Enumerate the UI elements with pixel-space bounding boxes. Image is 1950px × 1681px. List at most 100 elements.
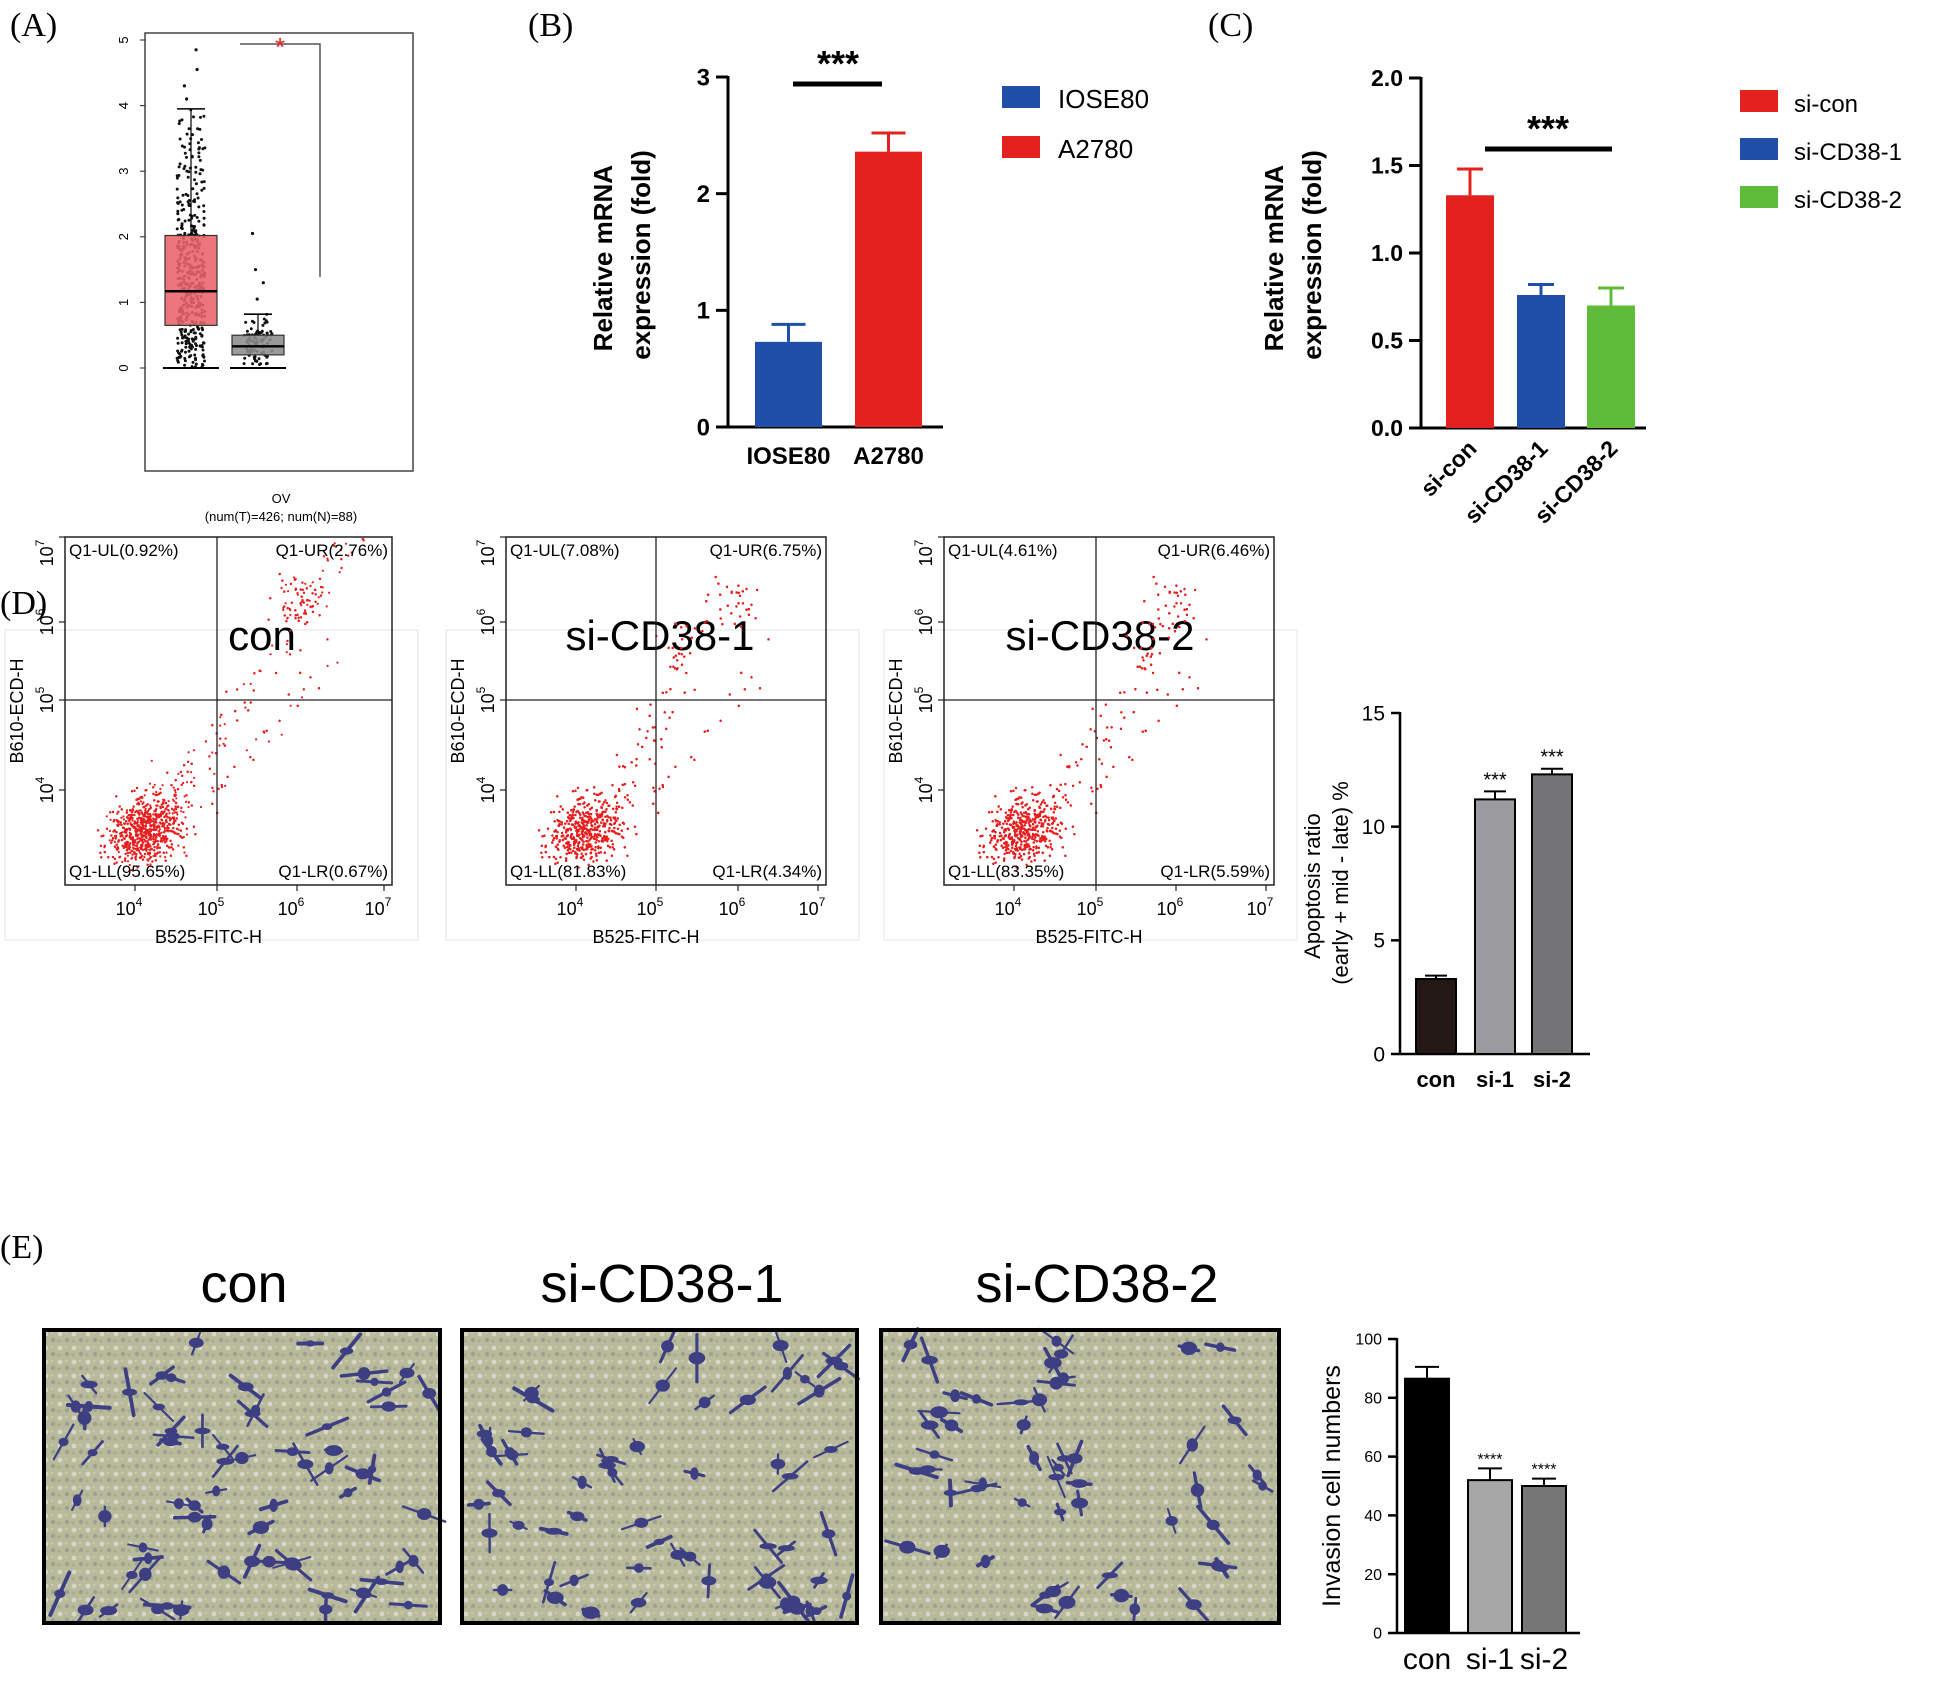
event-dot — [297, 619, 300, 623]
event-dot — [149, 863, 152, 866]
event-dot — [128, 828, 132, 831]
data-point — [258, 363, 261, 366]
event-dot — [153, 846, 156, 849]
data-point — [193, 356, 197, 360]
event-dot — [175, 801, 178, 804]
event-dot — [126, 851, 130, 855]
event-dot — [141, 858, 145, 861]
event-dot — [187, 751, 190, 754]
data-point — [200, 334, 204, 338]
event-dot — [172, 826, 175, 830]
data-point — [176, 341, 180, 345]
data-point — [197, 219, 201, 223]
data-point — [187, 332, 191, 336]
event-dot — [136, 842, 139, 845]
event-dot — [180, 806, 183, 810]
event-dot — [152, 823, 156, 826]
data-point — [184, 342, 188, 346]
event-dot — [249, 682, 252, 686]
data-point — [177, 165, 181, 169]
event-dot — [160, 819, 164, 822]
event-dot — [155, 818, 158, 821]
event-dot — [108, 829, 111, 833]
event-dot — [171, 798, 175, 801]
event-dot — [194, 833, 197, 836]
event-dot — [120, 816, 123, 819]
event-dot — [153, 841, 156, 844]
bar-si-cd38-2 — [1587, 305, 1635, 428]
event-dot — [124, 857, 127, 860]
event-dot — [148, 821, 151, 824]
data-point — [175, 176, 179, 180]
event-dot — [319, 594, 323, 597]
event-dot — [121, 844, 124, 847]
event-dot — [302, 601, 305, 604]
data-point — [202, 186, 206, 190]
data-point — [265, 355, 269, 359]
data-point — [187, 355, 191, 359]
event-dot — [289, 629, 292, 632]
data-point — [185, 132, 189, 136]
event-dot — [253, 672, 256, 675]
data-point — [201, 168, 205, 172]
event-dot — [213, 772, 216, 776]
event-dot — [184, 816, 187, 819]
event-dot — [224, 737, 227, 740]
data-point — [264, 319, 268, 323]
event-dot — [142, 817, 145, 820]
data-point — [191, 360, 195, 364]
data-point — [192, 331, 196, 335]
event-dot — [174, 832, 177, 835]
event-dot — [303, 609, 307, 612]
event-dot — [175, 797, 178, 800]
event-dot — [190, 771, 193, 774]
event-dot — [173, 794, 176, 798]
data-point — [202, 204, 206, 208]
data-point — [180, 224, 184, 228]
event-dot — [208, 767, 211, 770]
event-dot — [174, 807, 177, 811]
event-dot — [172, 818, 176, 821]
event-dot — [218, 744, 221, 747]
event-dot — [306, 603, 309, 607]
outlier-point — [255, 297, 259, 301]
event-dot — [217, 787, 220, 790]
event-dot — [145, 821, 148, 825]
event-dot — [283, 605, 286, 608]
outlier-point — [250, 231, 255, 236]
event-dot — [113, 845, 116, 848]
event-dot — [125, 829, 128, 832]
data-point — [197, 151, 201, 155]
event-dot — [317, 596, 320, 599]
event-dot — [278, 719, 281, 723]
event-dot — [157, 830, 160, 833]
event-dot — [149, 813, 152, 816]
legend-label-si-con: si-con — [1794, 91, 1858, 118]
data-point — [175, 356, 179, 360]
event-dot — [113, 857, 116, 860]
x-tick-label: 107 — [365, 895, 392, 919]
legend-label-a2780: A2780 — [1058, 134, 1133, 164]
event-dot — [252, 689, 255, 692]
event-dot — [289, 613, 292, 617]
event-dot — [143, 856, 146, 859]
event-dot — [126, 816, 129, 819]
tick-exponent: 7 — [33, 539, 47, 546]
event-dot — [141, 812, 144, 816]
event-dot — [159, 832, 162, 835]
event-dot — [168, 816, 171, 819]
event-dot — [155, 790, 158, 794]
event-dot — [179, 770, 182, 774]
event-dot — [136, 837, 139, 841]
event-dot — [300, 604, 303, 607]
event-dot — [150, 825, 153, 828]
event-dot — [111, 837, 115, 840]
event-dot — [294, 617, 297, 620]
event-dot — [135, 834, 138, 837]
event-dot — [289, 653, 292, 656]
event-dot — [152, 835, 155, 838]
y-axis-label-line1: Relative mRNA — [588, 165, 618, 352]
